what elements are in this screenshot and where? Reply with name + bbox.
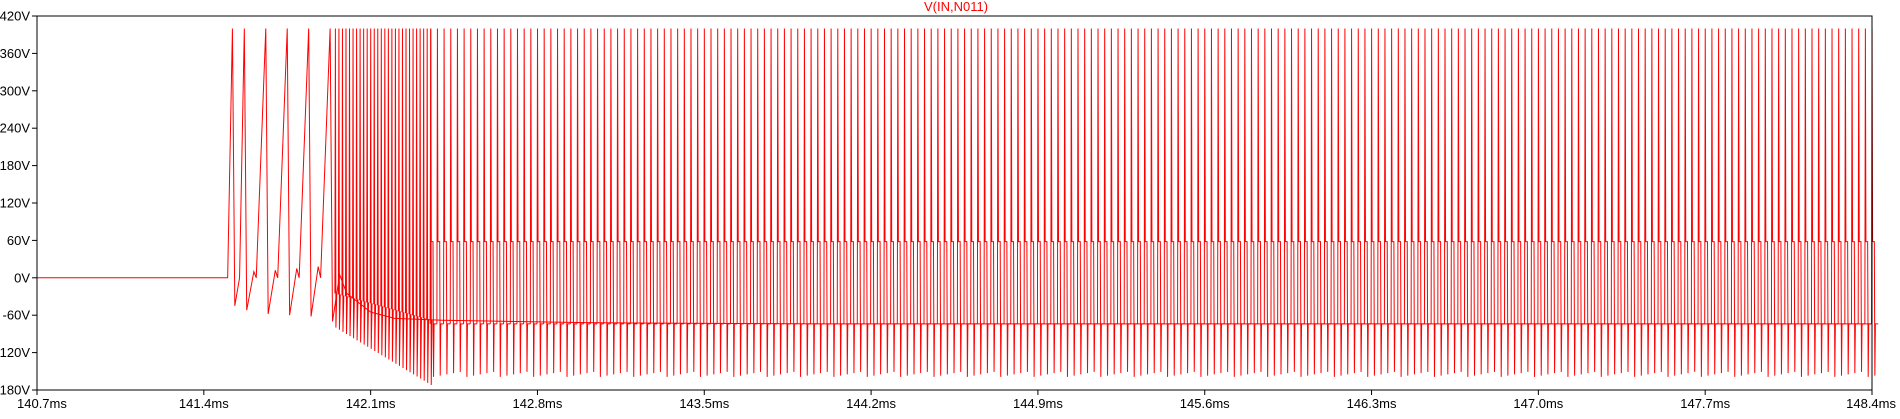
y-tick-label: 0V [14,270,30,285]
y-tick-label: 360V [0,46,30,61]
x-tick-label: 141.4ms [179,396,229,411]
x-tick-label: 145.6ms [1180,396,1230,411]
trace-steady-state [429,28,1879,377]
x-tick-label: 144.9ms [1013,396,1063,411]
y-tick-label: 240V [0,121,30,136]
x-tick-label: 143.5ms [679,396,729,411]
x-tick-label: 146.3ms [1347,396,1397,411]
y-tick-label: 180V [0,158,30,173]
x-tick-label: 140.7ms [17,396,67,411]
x-tick-label: 142.1ms [346,396,396,411]
x-tick-label: 144.2ms [846,396,896,411]
y-axis: 420V 360V 300V 240V 180V 120V 60V 0V -60V -120V -1… [0,9,37,398]
x-tick-label: 142.8ms [513,396,563,411]
y-tick-label: 60V [7,233,30,248]
y-tick-label: -120V [0,345,30,360]
y-tick-label: 120V [0,196,30,211]
y-tick-label: -180V [0,383,30,398]
trace-group [37,28,1879,386]
x-tick-label: 147.7ms [1680,396,1730,411]
x-tick-label: 148.4ms [1846,396,1896,411]
chart-title: V(IN,N011) [924,0,988,14]
y-tick-label: 420V [0,9,30,24]
x-axis: 140.7ms 141.4ms 142.1ms 142.8ms 143.5ms 144.2… [17,390,1896,411]
trace-transient [334,28,433,386]
y-tick-label: -60V [3,308,31,323]
y-tick-label: 300V [0,83,30,98]
x-tick-label: 147.0ms [1513,396,1563,411]
